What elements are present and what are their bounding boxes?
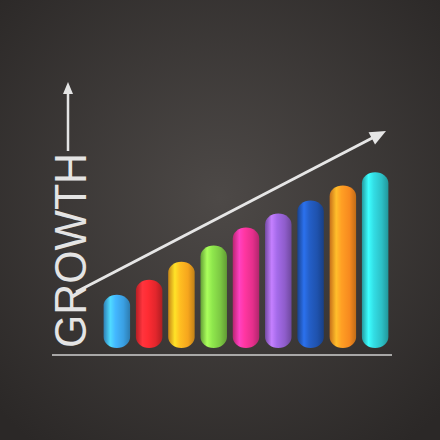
trend-arrow bbox=[76, 135, 378, 292]
baseline bbox=[52, 354, 392, 356]
bar bbox=[330, 185, 356, 348]
title: GROWTH bbox=[46, 153, 95, 348]
bar bbox=[168, 262, 194, 348]
y-range-arrow bbox=[67, 92, 70, 151]
background bbox=[0, 0, 440, 440]
bar bbox=[265, 213, 291, 348]
chart-svg: GROWTH bbox=[0, 0, 440, 440]
bar bbox=[104, 295, 130, 348]
trend-arrow-head bbox=[369, 131, 386, 145]
bar bbox=[233, 228, 259, 348]
bar bbox=[297, 200, 323, 348]
bar bbox=[136, 280, 162, 348]
bar bbox=[362, 172, 388, 348]
bars bbox=[104, 172, 389, 348]
y-range-arrow-head bbox=[63, 82, 73, 94]
bar bbox=[200, 246, 226, 348]
